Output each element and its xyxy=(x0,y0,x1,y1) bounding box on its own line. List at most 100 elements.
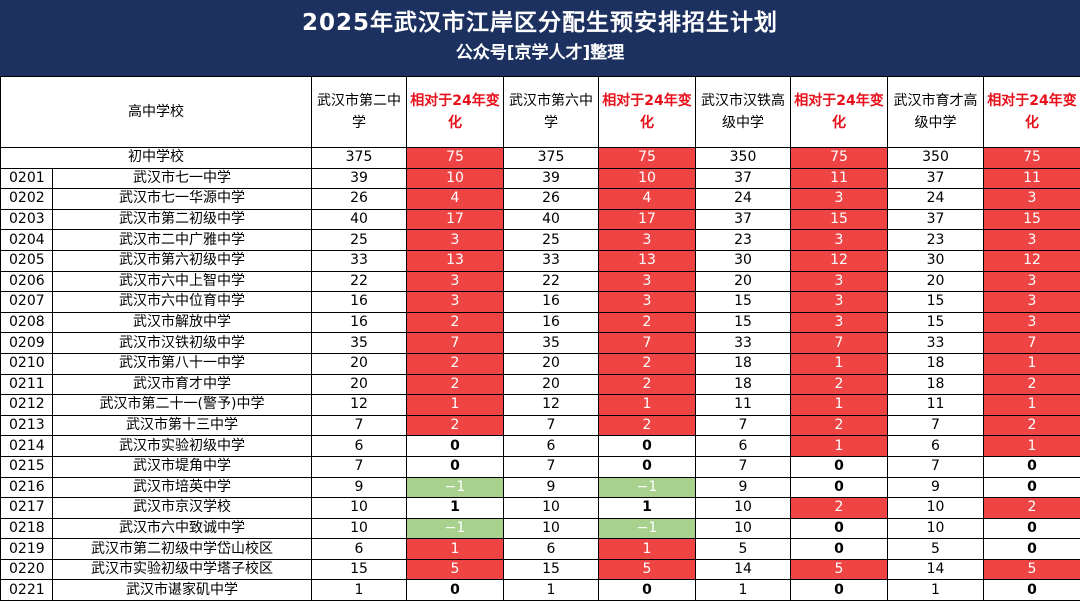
change-cell: 2 xyxy=(599,312,696,333)
junior-school-code: 0203 xyxy=(1,209,53,230)
quota-cell: 39 xyxy=(312,168,407,189)
junior-school-code: 0214 xyxy=(1,436,53,457)
total-change-cell: 75 xyxy=(599,148,696,169)
change-cell: 1 xyxy=(599,498,696,519)
change-cell: 1 xyxy=(791,353,888,374)
change-cell: 2 xyxy=(407,374,504,395)
quota-cell: 6 xyxy=(504,436,599,457)
total-cell: 375 xyxy=(312,148,407,169)
junior-school-code: 0202 xyxy=(1,189,53,210)
change-cell: 2 xyxy=(407,353,504,374)
col-header-school: 武汉市第二中学 xyxy=(312,77,407,148)
change-cell: 2 xyxy=(407,312,504,333)
junior-school-name: 武汉市第二初级中学 xyxy=(53,209,312,230)
quota-cell: 7 xyxy=(888,415,984,436)
quota-cell: 7 xyxy=(888,456,984,477)
header-row: 高中学校 武汉市第二中学 相对于24年变化 武汉市第六中学 相对于24年变化 武… xyxy=(1,77,1080,148)
quota-cell: 25 xyxy=(312,230,407,251)
col-header-school: 武汉市第六中学 xyxy=(504,77,599,148)
quota-cell: 12 xyxy=(312,395,407,416)
change-cell: 3 xyxy=(407,271,504,292)
junior-school-code: 0218 xyxy=(1,518,53,539)
quota-cell: 16 xyxy=(504,292,599,313)
quota-cell: 11 xyxy=(888,395,984,416)
change-cell: 3 xyxy=(599,230,696,251)
page-header: 2025年武汉市江岸区分配生预安排招生计划 公众号[京学人才]整理 xyxy=(0,0,1080,76)
change-cell: 2 xyxy=(599,353,696,374)
junior-school-name: 武汉市育才中学 xyxy=(53,374,312,395)
junior-school-name: 武汉市第二十一(警予)中学 xyxy=(53,395,312,416)
change-cell: 1 xyxy=(407,395,504,416)
total-change-cell: 75 xyxy=(407,148,504,169)
change-cell: −1 xyxy=(599,477,696,498)
change-cell: 17 xyxy=(599,209,696,230)
quota-cell: 26 xyxy=(312,189,407,210)
junior-school-code: 0212 xyxy=(1,395,53,416)
quota-cell: 9 xyxy=(696,477,791,498)
quota-cell: 39 xyxy=(504,168,599,189)
change-cell: 0 xyxy=(984,518,1080,539)
total-cell: 350 xyxy=(696,148,791,169)
quota-cell: 37 xyxy=(696,168,791,189)
col-header-change: 相对于24年变化 xyxy=(984,77,1080,148)
junior-school-name: 武汉市第二初级中学岱山校区 xyxy=(53,539,312,560)
change-cell: 1 xyxy=(599,395,696,416)
quota-cell: 16 xyxy=(504,312,599,333)
quota-cell: 10 xyxy=(888,518,984,539)
change-cell: 7 xyxy=(599,333,696,354)
change-cell: 2 xyxy=(791,498,888,519)
page-subtitle: 公众号[京学人才]整理 xyxy=(0,40,1080,66)
quota-cell: 15 xyxy=(888,312,984,333)
junior-school-name: 武汉市第八十一中学 xyxy=(53,353,312,374)
junior-school-code: 0206 xyxy=(1,271,53,292)
quota-cell: 14 xyxy=(696,559,791,580)
junior-school-code: 0204 xyxy=(1,230,53,251)
quota-cell: 40 xyxy=(504,209,599,230)
quota-cell: 18 xyxy=(696,374,791,395)
total-cell: 350 xyxy=(888,148,984,169)
change-cell: 0 xyxy=(407,580,504,601)
quota-cell: 18 xyxy=(888,374,984,395)
junior-school-name: 武汉市七一中学 xyxy=(53,168,312,189)
change-cell: 2 xyxy=(791,415,888,436)
change-cell: 3 xyxy=(791,189,888,210)
change-cell: 3 xyxy=(791,271,888,292)
quota-cell: 37 xyxy=(696,209,791,230)
quota-cell: 20 xyxy=(312,374,407,395)
change-cell: 3 xyxy=(599,271,696,292)
change-cell: 3 xyxy=(407,292,504,313)
col-header-change: 相对于24年变化 xyxy=(599,77,696,148)
quota-cell: 7 xyxy=(696,456,791,477)
change-cell: 1 xyxy=(791,395,888,416)
quota-cell: 37 xyxy=(888,168,984,189)
change-cell: 1 xyxy=(984,353,1080,374)
change-cell: 3 xyxy=(791,292,888,313)
quota-cell: 10 xyxy=(504,498,599,519)
quota-cell: 35 xyxy=(504,333,599,354)
quota-cell: 40 xyxy=(312,209,407,230)
change-cell: 3 xyxy=(984,230,1080,251)
page-title: 2025年武汉市江岸区分配生预安排招生计划 xyxy=(0,6,1080,40)
junior-school-name: 武汉市第十三中学 xyxy=(53,415,312,436)
change-cell: 0 xyxy=(984,456,1080,477)
quota-cell: 16 xyxy=(312,312,407,333)
junior-school-name: 武汉市堤角中学 xyxy=(53,456,312,477)
quota-cell: 7 xyxy=(696,415,791,436)
quota-cell: 23 xyxy=(888,230,984,251)
quota-cell: 10 xyxy=(504,518,599,539)
quota-cell: 18 xyxy=(696,353,791,374)
quota-cell: 10 xyxy=(312,518,407,539)
quota-cell: 30 xyxy=(696,250,791,271)
junior-school-name: 武汉市实验初级中学 xyxy=(53,436,312,457)
change-cell: 0 xyxy=(791,477,888,498)
change-cell: −1 xyxy=(599,518,696,539)
